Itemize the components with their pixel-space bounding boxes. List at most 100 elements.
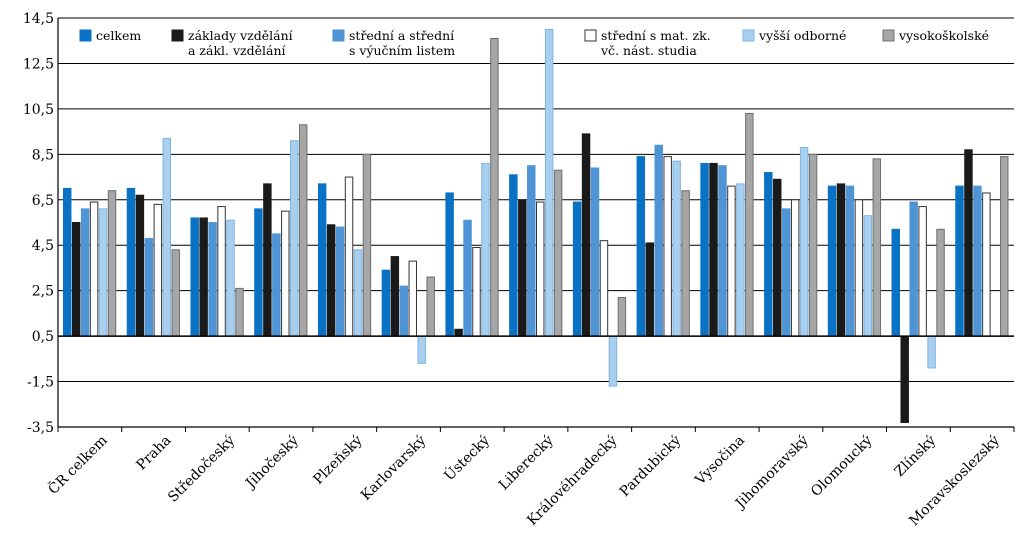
bar [790, 199, 800, 337]
bar [381, 269, 391, 337]
bar [781, 208, 791, 337]
legend-label: vč. nást. studia [600, 43, 697, 58]
bar [808, 153, 818, 337]
bar [544, 28, 554, 337]
bar [390, 256, 400, 337]
bar [335, 226, 345, 337]
bar [773, 178, 782, 337]
bar [353, 249, 363, 337]
y-tick-label: -1,5 [27, 375, 54, 391]
x-category-label: Zlínský [891, 432, 939, 480]
bar [89, 201, 99, 337]
bar [918, 206, 927, 337]
bar [217, 206, 226, 337]
bar [854, 199, 864, 337]
bar [663, 156, 672, 337]
bar [617, 296, 627, 337]
y-tick-label: 12,5 [23, 56, 54, 72]
x-category-label: Plzeňský [310, 432, 366, 488]
bar [599, 240, 609, 337]
bar [509, 174, 518, 337]
bar [872, 158, 882, 337]
y-tick-label: -3,5 [27, 420, 54, 436]
bar [654, 144, 663, 337]
bar [80, 208, 90, 337]
bar [162, 137, 172, 337]
legend-swatch [584, 29, 597, 42]
bar [709, 162, 718, 337]
x-category-label: Středočeský [164, 432, 238, 506]
bar [927, 335, 936, 369]
bar [681, 190, 690, 337]
bar [590, 167, 600, 337]
bar [71, 222, 81, 337]
bar [235, 287, 244, 337]
x-category-label: Liberecký [495, 432, 557, 494]
bar [208, 222, 217, 337]
y-tick-label: 2,5 [32, 284, 54, 300]
bar [572, 201, 582, 337]
bar [326, 224, 336, 337]
bar [527, 165, 536, 337]
bar [281, 210, 290, 337]
x-category-label: Praha [134, 433, 175, 474]
legend-label: vysokoškolské [898, 28, 989, 43]
legend-label: celkem [96, 28, 141, 43]
bar [454, 328, 463, 337]
bar [426, 276, 435, 337]
y-tick-label: 4,5 [32, 238, 54, 254]
bar [553, 169, 563, 337]
bar [272, 233, 281, 337]
bar [63, 187, 72, 337]
y-tick-label: 10,5 [23, 102, 54, 118]
bar [518, 199, 527, 337]
legend-swatch [79, 29, 92, 42]
x-category-label: Pardubický [616, 432, 684, 500]
bar [171, 249, 180, 337]
y-tick-label: 0,5 [32, 329, 54, 345]
x-category-label: ČR celkem [44, 431, 111, 498]
bar [936, 228, 945, 337]
bar [581, 133, 591, 337]
bar [490, 37, 499, 337]
legend-swatch [171, 29, 184, 42]
bar [608, 335, 618, 387]
bar [799, 147, 809, 337]
bar [290, 140, 299, 337]
x-category-label: Vysočina [692, 433, 748, 489]
bar [317, 183, 327, 337]
bar [827, 185, 837, 337]
x-category-label: Ústecký [440, 431, 493, 484]
bar [98, 208, 108, 337]
bar [964, 149, 973, 337]
bar [955, 185, 964, 337]
bar [973, 185, 982, 337]
bar [226, 219, 235, 337]
bar [463, 219, 472, 337]
bar [135, 194, 145, 337]
legend-label: střední s mat. zk. [601, 28, 711, 43]
bar [836, 183, 846, 337]
y-tick-label: 8,5 [32, 147, 54, 163]
bar [126, 187, 136, 337]
bar [107, 190, 117, 337]
bar [645, 242, 655, 337]
bar [144, 237, 154, 337]
legend-label: s výučním listem [349, 43, 455, 58]
bar [254, 208, 263, 337]
bar [263, 183, 272, 337]
bar [863, 215, 873, 337]
bar [1000, 156, 1009, 337]
bar [909, 201, 918, 337]
bar [344, 176, 354, 337]
bar [672, 160, 681, 337]
bars [63, 28, 1009, 423]
x-category-label: Karlovarský [357, 432, 429, 504]
bar [153, 203, 163, 337]
bar [727, 185, 736, 337]
bar [481, 162, 490, 337]
bar [199, 217, 208, 337]
